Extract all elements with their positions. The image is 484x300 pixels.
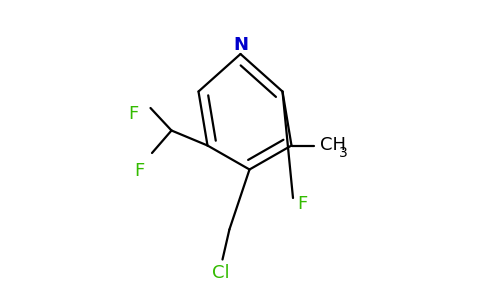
Text: CH: CH xyxy=(320,136,346,154)
Text: F: F xyxy=(128,105,138,123)
Text: F: F xyxy=(134,162,145,180)
Text: Cl: Cl xyxy=(212,264,230,282)
Text: N: N xyxy=(233,36,248,54)
Text: 3: 3 xyxy=(339,146,348,160)
Text: F: F xyxy=(298,195,308,213)
